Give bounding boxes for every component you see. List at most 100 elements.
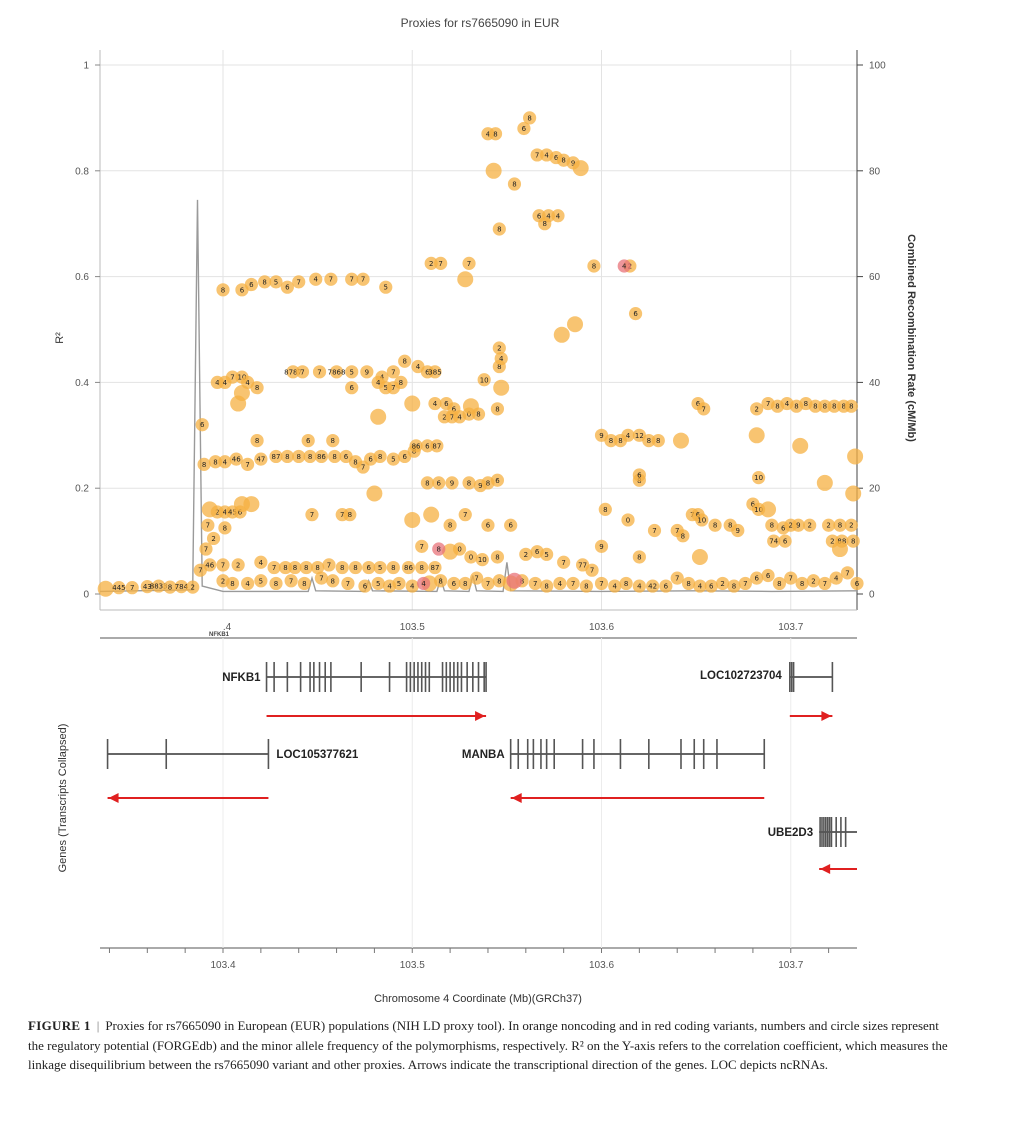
noncoding-proxy-point-label: 8787 (284, 368, 302, 376)
noncoding-proxy-point-label: 4 (223, 458, 228, 466)
noncoding-proxy-point-label: 7 (310, 511, 314, 519)
noncoding-proxy-point-marker (286, 365, 300, 379)
noncoding-proxy-point: 8 (833, 518, 847, 532)
noncoding-proxy-point: 8 (297, 576, 311, 591)
noncoding-proxy-point-label: 12 (635, 432, 644, 440)
noncoding-proxy-point-marker (326, 574, 340, 588)
noncoding-proxy-point-label: 6 (751, 501, 756, 509)
noncoding-proxy-point-label: 8 (713, 522, 717, 530)
noncoding-proxy-point-label: 7 (474, 575, 478, 583)
noncoding-proxy-point: 4 (693, 579, 707, 593)
noncoding-proxy-point-label: 7 (675, 527, 679, 535)
noncoding-proxy-point-marker (97, 580, 114, 597)
noncoding-proxy-point: 8833 (150, 579, 168, 593)
noncoding-proxy-point: 6 (195, 418, 209, 432)
noncoding-proxy-point-label: 6 (452, 405, 457, 413)
arrow-head (821, 711, 832, 721)
noncoding-proxy-point (423, 506, 440, 523)
noncoding-proxy-point-label: 8 (561, 157, 565, 165)
noncoding-proxy-point-marker (250, 381, 264, 395)
noncoding-proxy-point-marker (343, 508, 357, 522)
noncoding-proxy-point: 5 (371, 576, 385, 591)
noncoding-proxy-point: 8 (795, 576, 809, 591)
noncoding-proxy-point: 6 (761, 568, 775, 583)
noncoding-proxy-point-marker (199, 542, 213, 556)
noncoding-proxy-point-label: 10 (754, 474, 763, 482)
transcription-direction-arrow (819, 864, 857, 874)
noncoding-proxy-point-marker (140, 579, 154, 594)
noncoding-proxy-point-label: 87 (272, 453, 281, 461)
noncoding-proxy-point-label: 10 (478, 556, 487, 564)
noncoding-proxy-point-label: 8 (624, 580, 628, 588)
noncoding-proxy-point-marker (818, 399, 832, 413)
noncoding-proxy-point-marker (795, 576, 809, 591)
noncoding-proxy-point-marker (457, 271, 474, 288)
noncoding-proxy-point-label: 8 (495, 553, 499, 561)
y-tick-label: 0 (83, 590, 89, 601)
noncoding-proxy-point-marker (356, 272, 370, 286)
noncoding-proxy-point: 8 (827, 399, 841, 413)
noncoding-proxy-point: 6 (517, 121, 531, 136)
noncoding-proxy-point-marker (278, 560, 293, 575)
noncoding-proxy-point-label: 7 (221, 561, 225, 569)
noncoding-proxy-point: 6 (659, 579, 673, 593)
noncoding-proxy-point-label: 0 (457, 546, 461, 554)
y-ticks: 0 0.2 0.4 0.6 0.8 1 (75, 61, 100, 601)
noncoding-proxy-point-label: 8 (497, 577, 501, 585)
x-tick-label: 103.5 (400, 622, 425, 633)
noncoding-proxy-point-label: 7 (789, 575, 793, 583)
noncoding-proxy-point: 7 (528, 576, 542, 591)
noncoding-proxy-point-marker (329, 365, 344, 379)
noncoding-proxy-point-marker (840, 566, 855, 580)
noncoding-proxy-point-marker (405, 579, 419, 593)
noncoding-proxy-point: 6 (447, 576, 461, 591)
noncoding-proxy-point-label: 9 (478, 482, 482, 490)
noncoding-proxy-point-label: 7 (329, 276, 333, 284)
noncoding-proxy-point: 7 (305, 508, 319, 522)
noncoding-proxy-point: 7 (818, 576, 832, 591)
gene-loc102723704: LOC102723704 (700, 662, 834, 721)
noncoding-proxy-point-marker (370, 408, 387, 425)
noncoding-proxy-point-marker (844, 399, 858, 413)
noncoding-proxy-point-label: 8 (497, 225, 501, 233)
noncoding-proxy-point-label: 4 (215, 379, 220, 387)
noncoding-proxy-point-marker (651, 433, 665, 448)
noncoding-proxy-point-marker (373, 449, 387, 464)
noncoding-proxy-point-label: 74 (769, 538, 778, 546)
noncoding-proxy-point-marker (738, 576, 752, 591)
gene-label: NFKB1 (222, 672, 261, 684)
noncoding-proxy-point: 2 (806, 574, 821, 588)
noncoding-proxy-point: 6 (345, 381, 359, 395)
noncoding-proxy-point-marker (485, 162, 502, 179)
noncoding-proxy-point-label: 7 (450, 413, 454, 421)
noncoding-proxy-point-label: 87 (431, 564, 440, 572)
noncoding-proxy-point-marker (761, 568, 775, 583)
noncoding-proxy-point-label: 7 (467, 260, 471, 268)
noncoding-proxy-point-label: 46 (232, 456, 241, 464)
noncoding-proxy-point-marker (392, 576, 406, 591)
noncoding-proxy-point-label: 7 (349, 276, 353, 284)
noncoding-proxy-point-marker (432, 476, 446, 490)
noncoding-proxy-point-label: 7 (701, 405, 705, 413)
noncoding-proxy-point-marker (345, 272, 359, 286)
gene-marker-label: NFKB1 (209, 632, 230, 638)
noncoding-proxy-point: 784 (175, 579, 189, 594)
noncoding-proxy-point (792, 437, 809, 454)
noncoding-proxy-point-label: 8 (686, 580, 690, 588)
noncoding-proxy-point-label: 8 (283, 564, 287, 572)
noncoding-proxy-point: 8 (462, 476, 476, 490)
noncoding-proxy-point-marker (309, 272, 323, 286)
noncoding-proxy-point: 7 (647, 523, 662, 538)
caption-label: FIGURE 1 (28, 1018, 91, 1033)
noncoding-proxy-point-marker (428, 396, 442, 411)
noncoding-proxy-point: 7 (481, 576, 495, 591)
noncoding-proxy-point-label: 8 (777, 580, 781, 588)
gene-label: LOC105377621 (276, 749, 358, 761)
noncoding-proxy-point: 6 (628, 307, 643, 321)
noncoding-proxy-point: 8 (676, 529, 690, 543)
noncoding-proxy-point-label: 8 (770, 522, 774, 530)
noncoding-proxy-point (553, 326, 570, 343)
noncoding-proxy-point: 87 (430, 439, 444, 453)
noncoding-proxy-point: 4 (551, 209, 565, 223)
noncoding-proxy-point-marker (404, 511, 421, 528)
